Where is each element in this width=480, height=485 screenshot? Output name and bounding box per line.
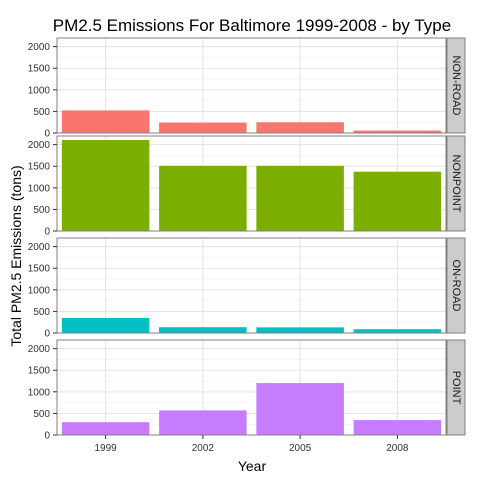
y-tick-label: 1000 xyxy=(28,183,51,194)
facet-strip-label-on-road: ON-ROAD xyxy=(450,260,462,312)
facet-strip xyxy=(446,339,466,436)
facet-strip-label-non-road: NON-ROAD xyxy=(450,56,462,116)
y-tick-label: 2000 xyxy=(28,242,51,253)
y-tick-label: 0 xyxy=(44,431,50,442)
y-tick-label: 0 xyxy=(44,329,50,340)
y-axis-label: Total PM2.5 Emissions (tons) xyxy=(8,165,24,346)
bar-on-road-2008 xyxy=(353,329,442,333)
y-tick-label: 2000 xyxy=(28,42,51,53)
facet-strip xyxy=(446,237,466,334)
panel-border xyxy=(56,135,447,232)
bar-point-2002 xyxy=(159,410,247,435)
bar-on-road-2005 xyxy=(256,327,344,333)
y-tick-label: 1500 xyxy=(28,366,51,377)
y-tick-label: 500 xyxy=(33,107,50,118)
bar-nonpoint-1999 xyxy=(61,139,150,231)
x-tick-label: 2002 xyxy=(192,443,215,454)
x-tick-label: 2008 xyxy=(386,443,409,454)
y-tick-label: 1500 xyxy=(28,64,51,75)
y-tick-label: 500 xyxy=(33,205,50,216)
facet-strip xyxy=(446,135,466,232)
bar-on-road-2002 xyxy=(159,327,247,333)
y-tick-label: 0 xyxy=(44,227,50,238)
bar-nonpoint-2008 xyxy=(353,171,442,231)
y-tick-label: 1500 xyxy=(28,162,51,173)
facet-strip xyxy=(446,37,466,134)
y-tick-label: 1000 xyxy=(28,285,51,296)
panel-border xyxy=(56,237,447,334)
panel-border xyxy=(56,339,447,436)
bar-non-road-2005 xyxy=(256,122,344,133)
facet-panels: 0 500 1000 1500 2000 NON-ROAD 0 500 1000 1500 2000… xyxy=(28,37,466,454)
bar-point-2005 xyxy=(256,383,344,435)
y-tick-label: 1000 xyxy=(28,85,51,96)
x-tick-label: 1999 xyxy=(95,443,118,454)
chart-title: PM2.5 Emissions For Baltimore 1999-2008 … xyxy=(53,16,451,35)
x-tick-label: 2005 xyxy=(289,443,312,454)
bar-non-road-1999 xyxy=(61,110,150,133)
y-tick-label: 2000 xyxy=(28,140,51,151)
bar-on-road-1999 xyxy=(61,318,150,333)
bar-point-2008 xyxy=(353,420,442,435)
panel-background xyxy=(57,340,446,435)
panel-background xyxy=(57,238,446,333)
bar-nonpoint-2002 xyxy=(159,165,247,231)
x-axis-label: Year xyxy=(238,458,267,474)
y-tick-label: 1500 xyxy=(28,264,51,275)
bar-point-1999 xyxy=(61,422,150,435)
y-tick-label: 2000 xyxy=(28,344,51,355)
panel-border xyxy=(56,37,447,134)
y-tick-label: 1000 xyxy=(28,387,51,398)
bar-non-road-2002 xyxy=(159,122,247,133)
y-tick-label: 500 xyxy=(33,409,50,420)
facet-strip-label-point: POINT xyxy=(450,371,462,405)
y-tick-label: 0 xyxy=(44,129,50,140)
bar-non-road-2008 xyxy=(353,130,442,133)
bar-nonpoint-2005 xyxy=(256,165,344,231)
y-tick-label: 500 xyxy=(33,307,50,318)
facet-strip-label-nonpoint: NONPOINT xyxy=(450,154,462,212)
